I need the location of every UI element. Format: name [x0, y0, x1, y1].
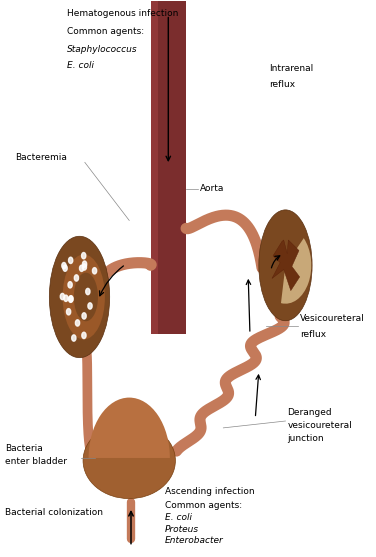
Text: E. coli: E. coli: [165, 513, 192, 522]
Circle shape: [62, 262, 66, 269]
Ellipse shape: [259, 210, 312, 321]
Circle shape: [82, 252, 86, 259]
Circle shape: [82, 261, 87, 267]
Text: Bacteria: Bacteria: [5, 444, 43, 453]
Circle shape: [60, 294, 65, 300]
Polygon shape: [150, 1, 186, 334]
Circle shape: [86, 289, 90, 295]
Text: Bacteremia: Bacteremia: [15, 153, 67, 162]
Wedge shape: [89, 398, 170, 458]
Text: Common agents:: Common agents:: [67, 27, 144, 36]
Circle shape: [63, 265, 67, 271]
Circle shape: [82, 312, 86, 319]
Circle shape: [68, 282, 72, 288]
Ellipse shape: [74, 273, 98, 321]
Text: Enterobacter: Enterobacter: [165, 536, 223, 545]
Text: Common agents:: Common agents:: [165, 501, 242, 510]
Wedge shape: [281, 238, 311, 304]
Text: Bacterial colonization: Bacterial colonization: [5, 508, 103, 517]
Circle shape: [64, 295, 68, 301]
Text: reflux: reflux: [300, 330, 326, 339]
Text: Proteus: Proteus: [165, 525, 199, 534]
Text: reflux: reflux: [270, 80, 296, 89]
Circle shape: [88, 303, 92, 309]
Ellipse shape: [49, 236, 110, 358]
Text: enter bladder: enter bladder: [5, 457, 67, 466]
Circle shape: [82, 264, 86, 270]
Circle shape: [82, 332, 86, 339]
Circle shape: [69, 296, 73, 302]
Polygon shape: [272, 240, 300, 291]
Circle shape: [68, 296, 73, 302]
Text: Staphylococcus: Staphylococcus: [67, 46, 138, 55]
Text: Aorta: Aorta: [200, 184, 224, 193]
Polygon shape: [150, 1, 158, 334]
Text: junction: junction: [287, 434, 324, 443]
Text: Ascending infection: Ascending infection: [165, 487, 254, 496]
Circle shape: [76, 320, 80, 326]
Text: Deranged: Deranged: [287, 408, 332, 417]
Text: vesicoureteral: vesicoureteral: [287, 421, 352, 430]
Ellipse shape: [63, 255, 105, 339]
Text: Vesicoureteral: Vesicoureteral: [300, 314, 364, 323]
Text: Hematogenous infection: Hematogenous infection: [67, 8, 179, 17]
Text: E. coli: E. coli: [67, 61, 94, 70]
Text: Intrarenal: Intrarenal: [270, 65, 314, 74]
Circle shape: [67, 309, 71, 315]
Circle shape: [92, 267, 97, 274]
Circle shape: [68, 257, 73, 263]
Ellipse shape: [83, 423, 175, 499]
Circle shape: [72, 335, 76, 341]
Circle shape: [79, 265, 84, 271]
Circle shape: [74, 275, 79, 281]
